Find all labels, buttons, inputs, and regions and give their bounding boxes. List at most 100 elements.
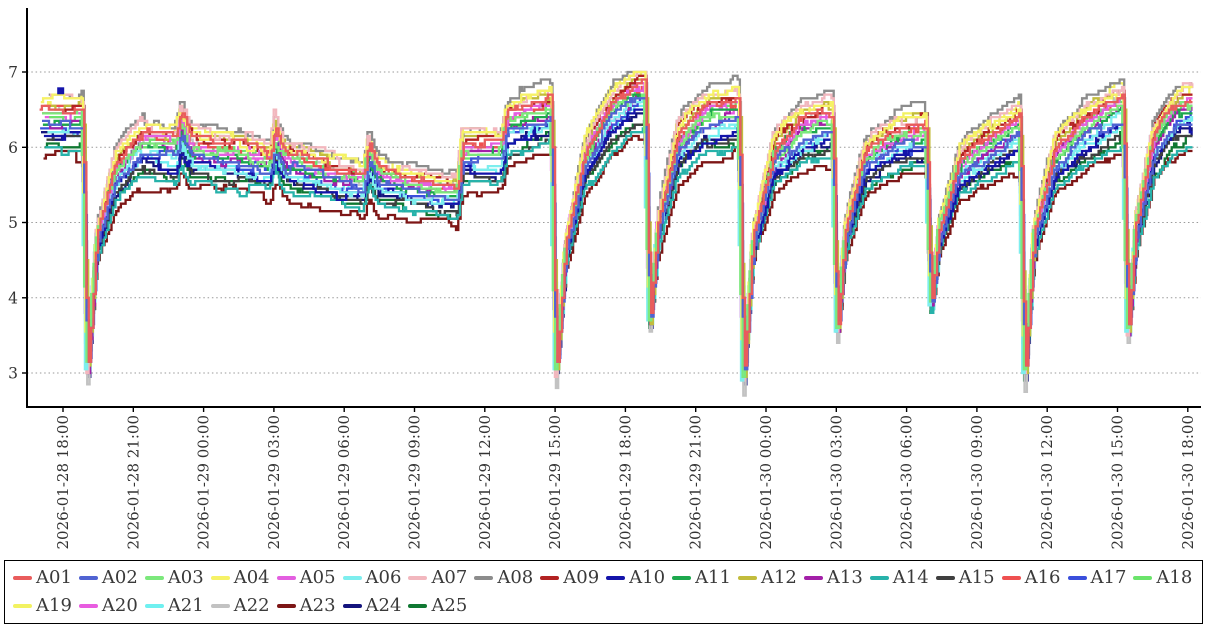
legend-swatch-a17	[1067, 576, 1087, 580]
legend-item-a13: A13	[803, 566, 863, 590]
legend-swatch-a06	[342, 576, 362, 580]
y-tick-label: 3	[8, 365, 18, 383]
legend-label: A01	[36, 567, 72, 588]
legend-swatch-a23	[276, 604, 296, 608]
legend-label: A11	[695, 567, 731, 588]
legend-swatch-a10	[606, 576, 626, 580]
x-tick-label: 2026-01-29 06:00	[335, 415, 353, 549]
legend-item-a11: A11	[672, 566, 731, 590]
legend-swatch-a08	[474, 576, 494, 580]
legend-swatch-a02	[78, 576, 98, 580]
legend-label: A23	[299, 595, 336, 616]
legend-label: A20	[101, 595, 138, 616]
legend-item-a02: A02	[78, 566, 138, 590]
legend-swatch-a09	[540, 576, 560, 580]
legend-swatch-a18	[1133, 576, 1153, 580]
legend-label: A17	[1090, 567, 1127, 588]
legend-swatch-a15	[935, 576, 955, 580]
legend-swatch-a25	[408, 604, 428, 608]
legend-swatch-a01	[13, 576, 32, 580]
x-tick-label: 2026-01-30 03:00	[827, 415, 845, 549]
line-chart-canvas: 3 4 5 6 7 2026-01-28 18:00 2026-01-28 21:00 202…	[8, 8, 1201, 549]
legend-item-a01: A01	[13, 566, 72, 590]
legend-item-a05: A05	[276, 566, 336, 590]
legend-label: A02	[101, 567, 138, 588]
y-tick-label: 5	[8, 214, 18, 232]
legend-label: A10	[629, 567, 666, 588]
x-tick-label: 2026-01-29 18:00	[616, 415, 634, 549]
legend-label: A04	[233, 567, 270, 588]
legend-item-a22: A22	[210, 594, 270, 618]
x-tick-label: 2026-01-30 00:00	[757, 415, 775, 549]
legend-item-a07: A07	[408, 566, 467, 590]
legend-swatch-a13	[803, 576, 823, 580]
legend-label: A06	[365, 567, 402, 588]
x-tick-label: 2026-01-30 15:00	[1109, 415, 1127, 549]
x-tick-label: 2026-01-30 18:00	[1179, 415, 1197, 549]
legend-label: A21	[167, 595, 204, 616]
legend-swatch-a12	[737, 576, 757, 580]
legend-label: A19	[36, 595, 72, 616]
legend-item-a03: A03	[144, 566, 204, 590]
legend-swatch-a11	[672, 576, 692, 580]
legend-swatch-a22	[210, 604, 230, 608]
legend-swatch-a07	[408, 576, 428, 580]
series-a05	[48, 85, 1193, 371]
x-tick-label: 2026-01-30 06:00	[898, 415, 916, 549]
legend-label: A03	[167, 567, 204, 588]
legend-item-a25: A25	[408, 594, 467, 618]
y-tick-label: 6	[8, 139, 18, 157]
legend-swatch-a20	[78, 604, 98, 608]
legend-label: A05	[299, 567, 336, 588]
legend-swatch-a04	[210, 576, 230, 580]
legend-item-a16: A16	[1001, 566, 1061, 590]
legend-swatch-a21	[144, 604, 164, 608]
legend-item-a10: A10	[606, 566, 665, 590]
legend-item-a04: A04	[210, 566, 270, 590]
legend-item-a21: A21	[144, 594, 204, 618]
legend-swatch-a14	[869, 576, 889, 580]
legend-item-a06: A06	[342, 566, 402, 590]
x-tick-label: 2026-01-29 03:00	[265, 415, 283, 549]
legend-item-a08: A08	[474, 566, 533, 590]
legend-item-a09: A09	[540, 566, 599, 590]
legend-item-a23: A23	[276, 594, 336, 618]
legend-item-a14: A14	[869, 566, 929, 590]
legend-label: A18	[1156, 567, 1193, 588]
x-tick-label: 2026-01-28 21:00	[124, 415, 142, 549]
x-tick-label: 2026-01-29 12:00	[476, 415, 494, 549]
legend-label: A13	[826, 567, 863, 588]
legend-label: A12	[760, 567, 797, 588]
legend-label: A07	[431, 567, 468, 588]
x-tick-label: 2026-01-29 21:00	[687, 415, 705, 549]
legend-swatch-a24	[342, 604, 362, 608]
legend-label: A08	[497, 567, 534, 588]
series-a10	[43, 108, 1193, 367]
series-a23	[43, 134, 1193, 375]
x-tick-label: 2026-01-30 09:00	[968, 415, 986, 549]
y-tick-label: 7	[8, 64, 18, 82]
legend-label: A16	[1024, 567, 1061, 588]
legend-label: A24	[365, 595, 402, 616]
legend-label: A09	[563, 567, 600, 588]
x-tick-label: 2026-01-28 18:00	[54, 415, 72, 549]
series-a02	[42, 97, 1193, 371]
series-a01	[39, 78, 1193, 367]
chart-legend: A01 A02 A03 A04 A05 A06 A07 A08 A09 A10 A11 A12 A13 A…	[4, 560, 1203, 624]
x-tick-label: 2026-01-30 12:00	[1038, 415, 1056, 549]
legend-swatch-a19	[13, 604, 32, 608]
legend-swatch-a03	[144, 576, 164, 580]
legend-item-a20: A20	[78, 594, 138, 618]
legend-item-a15: A15	[935, 566, 995, 590]
x-tick-label: 2026-01-29 15:00	[546, 415, 564, 549]
legend-label: A15	[958, 567, 995, 588]
legend-label: A22	[233, 595, 270, 616]
legend-item-a18: A18	[1133, 566, 1192, 590]
legend-item-a12: A12	[737, 566, 797, 590]
legend-swatch-a05	[276, 576, 296, 580]
x-tick-label: 2026-01-29 09:00	[406, 415, 424, 549]
y-tick-label: 4	[8, 289, 18, 307]
legend-label: A14	[892, 567, 929, 588]
legend-item-a24: A24	[342, 594, 402, 618]
